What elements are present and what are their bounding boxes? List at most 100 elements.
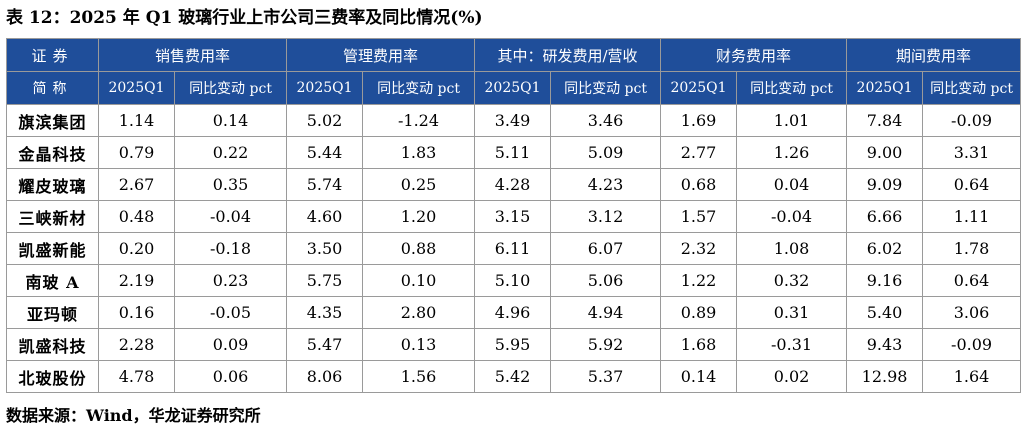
group-header-admin: 管理费用率 [286,38,476,72]
change-cell: 1.08 [736,232,848,265]
company-name-cell: 亚玛顿 [6,296,99,329]
company-name-cell: 南玻 A [6,264,99,297]
group-header-rnd: 其中：研发费用/营收 [474,38,662,72]
subheader-value: 2025Q1 [286,71,364,105]
table-row: 凯盛新能 0.20 -0.18 3.50 0.88 6.11 6.07 2.32 1.08 6.0… [6,232,1022,265]
subheader-value: 2025Q1 [98,71,175,105]
company-name-cell: 耀皮玻璃 [6,168,99,201]
change-cell: -0.09 [922,104,1022,137]
table-row: 凯盛科技 2.28 0.09 5.47 0.13 5.95 5.92 1.68 -0.31 9.4… [6,328,1022,361]
source-note: 数据来源：Wind，华龙证券研究所 [6,406,261,425]
change-cell: 0.13 [362,328,476,361]
subheader-change: 同比变动 pct [736,71,848,105]
table-body: 旗滨集团 1.14 0.14 5.02 -1.24 3.49 3.46 1.69 1.01 7.8… [6,104,1022,393]
value-cell: 2.67 [98,168,175,201]
value-cell: 0.68 [660,168,738,201]
table-row: 南玻 A 2.19 0.23 5.75 0.10 5.10 5.06 1.22 0.32 9.16… [6,264,1022,297]
value-cell: 3.50 [286,232,364,265]
change-cell: 5.06 [550,264,662,297]
change-cell: 1.20 [362,200,476,233]
change-cell: 0.10 [362,264,476,297]
change-cell: 1.26 [736,136,848,169]
change-cell: -1.24 [362,104,476,137]
value-cell: 4.28 [474,168,552,201]
value-cell: 9.00 [846,136,924,169]
change-cell: 1.11 [922,200,1022,233]
group-header-selling: 销售费用率 [97,38,288,72]
change-cell: 0.35 [173,168,288,201]
subheader-change: 同比变动 pct [173,71,288,105]
value-cell: 2.19 [98,264,175,297]
value-cell: 5.10 [474,264,552,297]
change-cell: 0.06 [173,360,288,393]
change-cell: 0.02 [736,360,848,393]
change-cell: 5.92 [550,328,662,361]
value-cell: 12.98 [846,360,924,393]
change-cell: 2.80 [362,296,476,329]
expense-ratio-table: 证券 销售费用率 管理费用率 其中：研发费用/营收 财务费用率 期间费用率 简称… [6,38,1022,393]
change-cell: 1.83 [362,136,476,169]
table-title: 表 12：2025 年 Q1 玻璃行业上市公司三费率及同比情况(%) [6,8,483,28]
value-cell: 6.66 [846,200,924,233]
change-cell: 0.64 [922,264,1022,297]
table-row: 耀皮玻璃 2.67 0.35 5.74 0.25 4.28 4.23 0.68 0.04 9.09… [6,168,1022,201]
table-row: 亚玛顿 0.16 -0.05 4.35 2.80 4.96 4.94 0.89 0.31 5.40… [6,296,1022,329]
stub-header-bottom: 简称 [6,71,99,105]
value-cell: 0.14 [660,360,738,393]
subheader-value: 2025Q1 [846,71,924,105]
change-cell: -0.18 [173,232,288,265]
value-cell: 5.74 [286,168,364,201]
change-cell: 0.32 [736,264,848,297]
change-cell: -0.04 [736,200,848,233]
change-cell: 0.23 [173,264,288,297]
change-cell: 0.88 [362,232,476,265]
change-cell: 0.09 [173,328,288,361]
value-cell: 0.20 [98,232,175,265]
table-row: 北玻股份 4.78 0.06 8.06 1.56 5.42 5.37 0.14 0.02 12.9… [6,360,1022,393]
value-cell: 2.28 [98,328,175,361]
value-cell: 4.78 [98,360,175,393]
subheader-change: 同比变动 pct [922,71,1022,105]
change-cell: 0.22 [173,136,288,169]
company-name-cell: 金晶科技 [6,136,99,169]
header-row-sub: 简称 2025Q1 同比变动 pct 2025Q1 同比变动 pct 2025Q… [6,71,1022,105]
subheader-change: 同比变动 pct [362,71,476,105]
change-cell: 3.31 [922,136,1022,169]
value-cell: 9.43 [846,328,924,361]
value-cell: 1.22 [660,264,738,297]
table-row: 金晶科技 0.79 0.22 5.44 1.83 5.11 5.09 2.77 1.26 9.00… [6,136,1022,169]
value-cell: 4.60 [286,200,364,233]
change-cell: 0.14 [173,104,288,137]
value-cell: 0.79 [98,136,175,169]
value-cell: 5.42 [474,360,552,393]
change-cell: 0.31 [736,296,848,329]
value-cell: 4.35 [286,296,364,329]
change-cell: 3.12 [550,200,662,233]
value-cell: 8.06 [286,360,364,393]
value-cell: 5.75 [286,264,364,297]
change-cell: 0.04 [736,168,848,201]
group-header-period: 期间费用率 [846,38,1022,72]
company-name-cell: 北玻股份 [6,360,99,393]
value-cell: 5.02 [286,104,364,137]
group-header-finance: 财务费用率 [660,38,848,72]
value-cell: 1.14 [98,104,175,137]
change-cell: 1.56 [362,360,476,393]
change-cell: -0.09 [922,328,1022,361]
value-cell: 3.49 [474,104,552,137]
value-cell: 1.57 [660,200,738,233]
change-cell: 4.23 [550,168,662,201]
change-cell: 0.64 [922,168,1022,201]
value-cell: 0.16 [98,296,175,329]
value-cell: 1.68 [660,328,738,361]
value-cell: 5.11 [474,136,552,169]
value-cell: 6.11 [474,232,552,265]
change-cell: 1.78 [922,232,1022,265]
stub-header-top: 证券 [6,38,99,72]
company-name-cell: 凯盛科技 [6,328,99,361]
value-cell: 2.32 [660,232,738,265]
change-cell: 3.46 [550,104,662,137]
value-cell: 5.95 [474,328,552,361]
change-cell: 0.25 [362,168,476,201]
company-name-cell: 凯盛新能 [6,232,99,265]
